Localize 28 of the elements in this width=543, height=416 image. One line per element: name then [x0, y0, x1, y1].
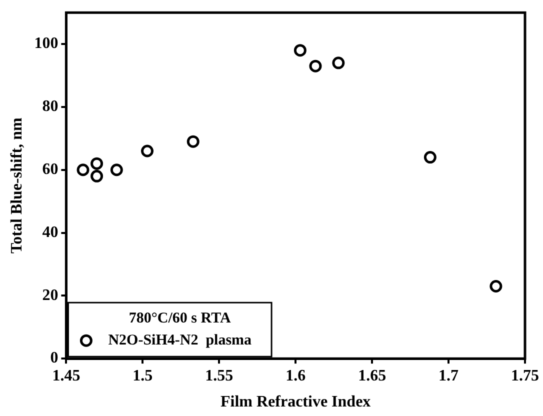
point — [294, 44, 306, 57]
point — [490, 280, 502, 293]
y-tick-label: 60 — [42, 161, 58, 178]
x-tick-label: 1.45 — [52, 367, 80, 384]
point — [141, 144, 154, 158]
point — [424, 151, 436, 164]
point — [110, 164, 123, 176]
x-tick-label: 1.55 — [205, 367, 234, 384]
point — [332, 56, 345, 70]
x-tick-label: 1.7 — [438, 367, 459, 384]
point — [309, 60, 322, 72]
y-tick-label: 100 — [34, 35, 58, 52]
y-tick-label: 80 — [42, 98, 58, 116]
point — [90, 170, 104, 182]
y-tick-label: 0 — [50, 350, 58, 367]
x-tick-label: 1.5 — [132, 367, 153, 384]
x-tick-label: 1.65 — [358, 367, 386, 384]
x-tick-label: 1.6 — [286, 367, 306, 384]
y-axis-title: Total Blue-shift, nm — [8, 116, 26, 254]
legend-label: N2O-SiH4-N2 plasma — [108, 332, 252, 348]
y-tick-label: 40 — [42, 224, 58, 241]
x-axis-title: Film Refractive Index — [220, 394, 371, 411]
point — [76, 164, 90, 176]
legend-title: 780°C/60 s RTA — [128, 310, 231, 326]
y-tick-label: 20 — [42, 286, 58, 304]
point — [186, 135, 200, 148]
point — [90, 157, 104, 170]
x-tick-label: 1.75 — [511, 367, 539, 384]
